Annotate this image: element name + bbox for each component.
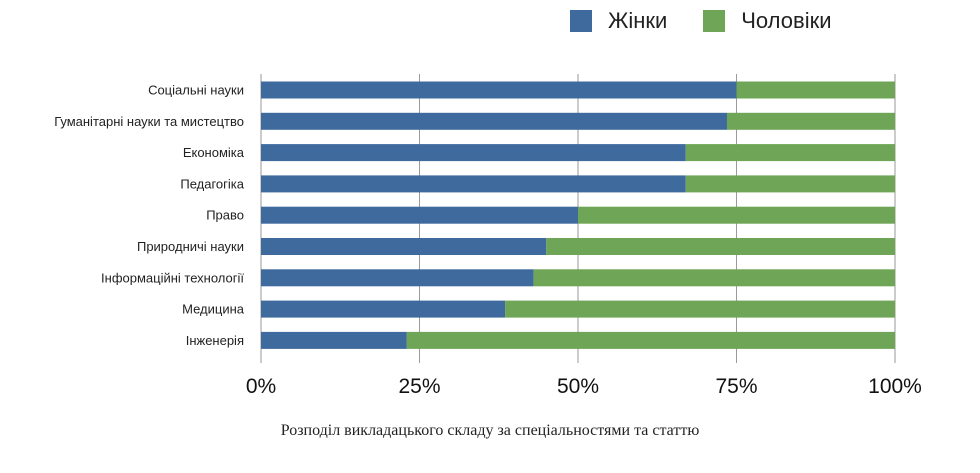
legend-label-women: Жінки: [608, 8, 668, 33]
bar-men: [685, 144, 895, 162]
bar-women: [261, 269, 534, 287]
bar-women: [261, 300, 506, 318]
legend: Жінки Чоловіки: [570, 6, 868, 36]
y-category-label: Медицина: [182, 302, 245, 317]
bar-men: [546, 238, 895, 255]
legend-label-men: Чоловіки: [741, 8, 832, 33]
plot-area: 0% 25% 50% 75% 100% Соціальні науки Гуманітарн…: [54, 74, 922, 398]
chart-caption: Розподіл викладацького складу за спеціал…: [280, 422, 700, 439]
x-tick-label: 100%: [868, 375, 922, 398]
bar-women: [261, 175, 686, 193]
bar-women: [261, 331, 407, 349]
bar-men: [578, 206, 895, 224]
y-category-label: Інформаційні технології: [101, 270, 244, 285]
legend-item-women: Жінки: [570, 8, 667, 34]
y-category-label: Соціальні науки: [148, 83, 244, 98]
bar-men: [685, 175, 895, 193]
bar-men: [533, 269, 895, 287]
bar-men: [736, 81, 895, 99]
y-category-label: Природничі науки: [137, 239, 244, 254]
y-category-label: Інженерія: [186, 333, 244, 348]
bar-women: [261, 238, 547, 255]
bar-men: [505, 300, 895, 318]
bar-women: [261, 144, 686, 162]
bar-men: [726, 112, 895, 130]
bar-women: [261, 112, 727, 130]
bar-men: [406, 331, 895, 349]
y-category-label: Право: [206, 208, 244, 223]
y-category-label: Педагогіка: [180, 176, 244, 191]
x-tick-label: 50%: [557, 375, 599, 398]
x-tick-label: 25%: [398, 375, 440, 398]
x-tick-label: 75%: [715, 375, 757, 398]
y-category-label: Гуманітарні науки та мистецтво: [54, 114, 244, 129]
legend-item-men: Чоловіки: [703, 8, 832, 34]
bar-women: [261, 206, 578, 224]
y-category-label: Економіка: [183, 145, 245, 160]
x-tick-label: 0%: [246, 375, 276, 398]
legend-swatch-men: [703, 10, 726, 32]
bar-women: [261, 81, 737, 99]
legend-swatch-women: [570, 10, 592, 32]
